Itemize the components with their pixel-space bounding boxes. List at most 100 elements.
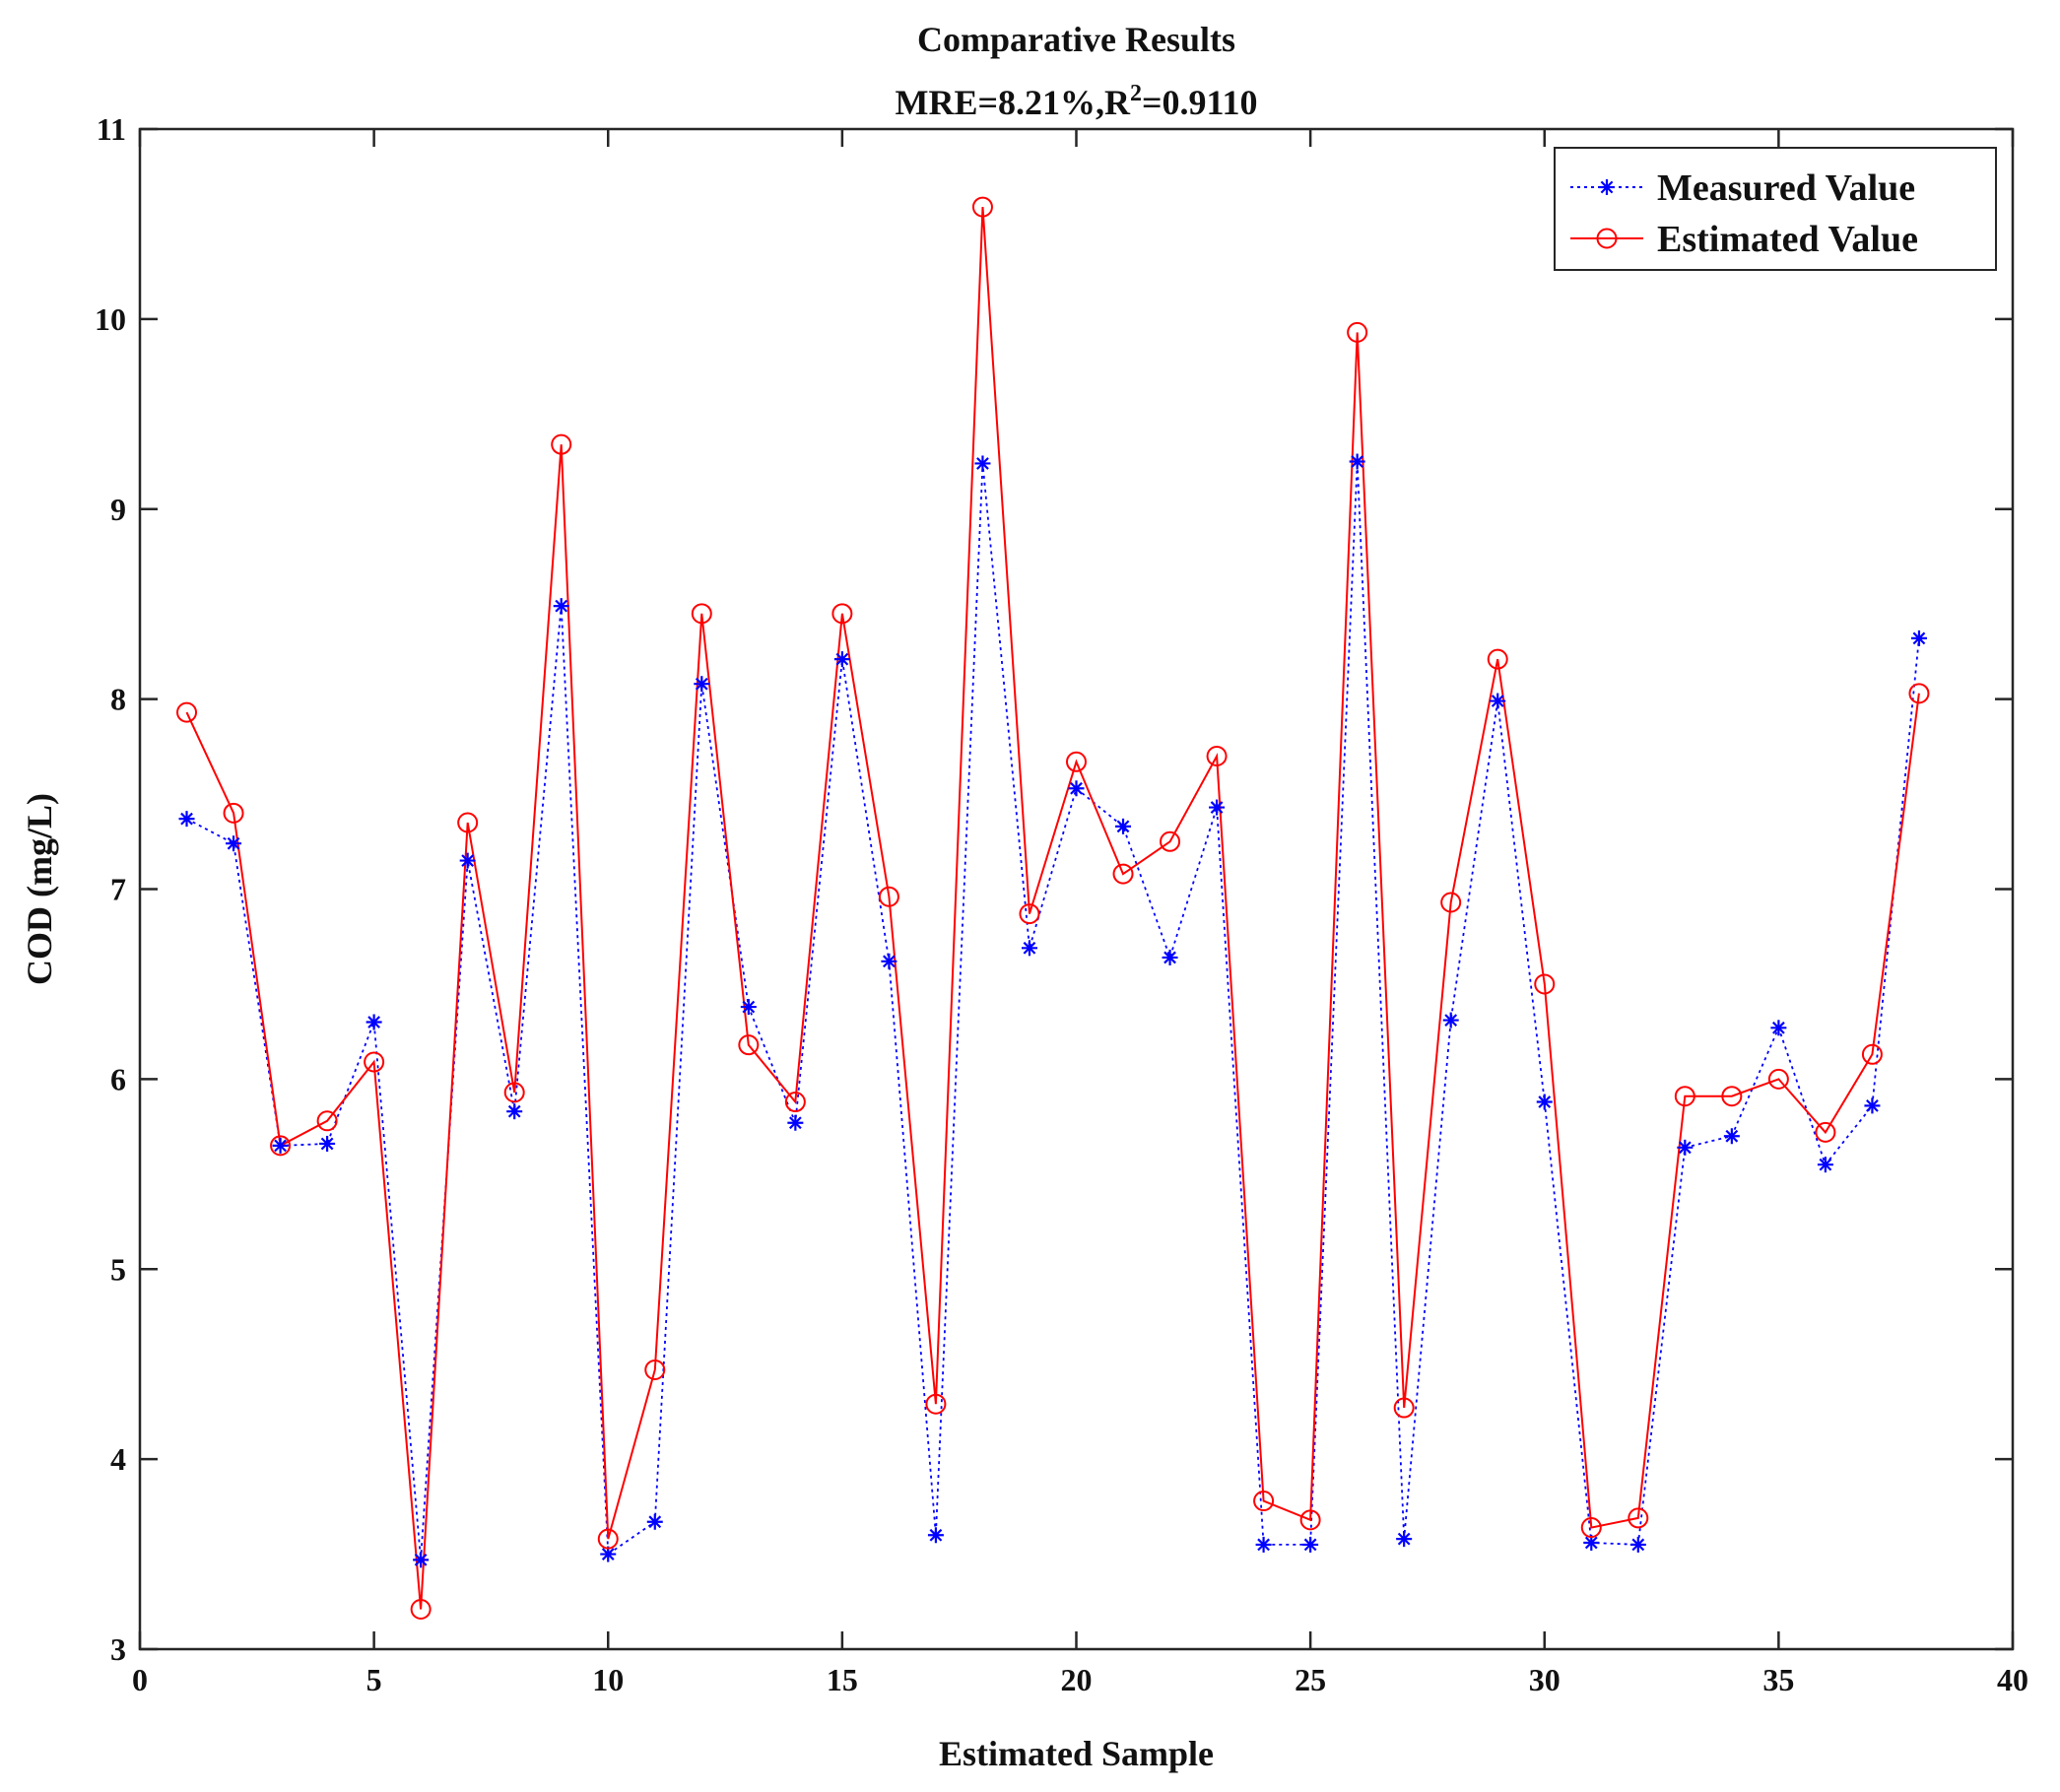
measured-point [694,676,710,693]
measured-point [646,1513,663,1530]
y-tick-label: 6 [110,1061,126,1096]
measured-point [974,455,991,472]
x-tick-label: 15 [827,1662,858,1697]
x-tick-label: 20 [1061,1662,1093,1697]
legend-box [1554,147,1997,271]
estimated-point [1908,683,1930,704]
estimated-point [1721,1086,1743,1107]
estimated-point [1674,1086,1695,1107]
estimated-point [597,1528,619,1550]
estimated-point [1393,1397,1415,1419]
x-tick-label: 40 [1997,1662,2028,1697]
measured-point [1021,940,1037,957]
x-tick-label: 5 [366,1662,382,1697]
estimated-point [1299,1509,1321,1531]
subtitle-superscript: 2 [1130,81,1142,106]
measured-point [1536,1094,1553,1110]
measured-point [1396,1531,1413,1548]
y-tick-label: 4 [110,1441,126,1477]
estimated-point [1206,745,1228,766]
measured-point [506,1103,523,1120]
estimated-point [176,701,198,723]
measured-point [881,953,897,969]
estimated-point [1580,1517,1602,1539]
x-tick-label: 0 [132,1662,148,1697]
estimated-point [1534,973,1556,995]
measured-point [319,1135,336,1152]
measured-point [1723,1128,1740,1145]
measured-point [1677,1139,1694,1156]
estimated-point [925,1393,947,1415]
measured-point [1162,949,1178,965]
y-tick-label: 8 [110,682,126,717]
estimated-point [644,1359,666,1380]
chart-title: Comparative Results [917,20,1235,59]
estimated-point [1767,1068,1789,1090]
x-tick-label: 30 [1529,1662,1561,1697]
legend-marker-circle [1596,228,1618,249]
x-axis-label: Estimated Sample [939,1734,1214,1773]
legend-marker-asterisk [1599,179,1615,195]
estimated-point [1487,648,1508,670]
estimated-point [1861,1043,1883,1065]
estimated-point [503,1082,525,1103]
y-axis-label: COD (mg/L) [20,793,59,985]
measured-point [1583,1534,1600,1551]
legend: Measured Value Estimated Value [1554,147,1997,271]
measured-point [272,1137,289,1154]
estimated-point [551,433,572,455]
measured-point [1209,799,1226,816]
measured-point [1864,1097,1881,1114]
estimated-point [1019,903,1040,925]
subtitle-suffix: =0.9110 [1142,83,1258,122]
estimated-point [1253,1491,1275,1512]
estimated-point [831,603,853,625]
estimated-point [738,1034,760,1056]
estimated-point [878,886,899,907]
plot-area [138,127,2015,1651]
measured-point [1770,1020,1787,1036]
measured-point [1068,780,1085,797]
estimated-point [1066,751,1087,772]
measured-point [1817,1157,1833,1173]
estimated-point [364,1051,385,1073]
measured-point [226,835,242,852]
measured-point [365,1014,382,1030]
x-tick-label: 10 [592,1662,624,1697]
estimated-point [691,603,712,625]
y-tick-label: 3 [110,1631,126,1667]
x-tick-label: 35 [1762,1662,1794,1697]
measured-point [787,1114,804,1131]
series-line-estimated [185,207,1920,1610]
measured-point [413,1552,430,1568]
estimated-point [784,1092,806,1113]
estimated-point [316,1110,338,1132]
measured-point [1490,693,1506,709]
plot-frame [138,127,2015,1651]
axis-ticks: 0 5 10 15 20 25 30 35 40 3 4 5 6 7 8 9 10 11 [95,111,2028,1697]
measured-point [927,1527,944,1544]
estimated-point [1347,321,1368,343]
measured-point [1255,1536,1272,1553]
series-layer [176,196,1930,1620]
legend-label: Measured Value [1657,167,1915,209]
estimated-point [1112,863,1134,885]
estimated-point [1440,892,1462,913]
measured-point [1349,453,1365,470]
y-tick-label: 5 [110,1251,126,1287]
measured-point [178,811,195,828]
estimated-point [457,812,479,833]
y-tick-label: 11 [97,111,126,147]
measured-point [1629,1536,1646,1553]
x-tick-label: 25 [1295,1662,1326,1697]
y-tick-label: 7 [110,872,126,907]
subtitle-prefix: MRE=8.21%,R [895,83,1131,122]
measured-point [553,598,569,615]
legend-label: Estimated Value [1657,219,1918,260]
estimated-point [270,1135,292,1157]
measured-point [1442,1012,1459,1029]
y-tick-label: 10 [95,301,126,337]
estimated-point [1160,830,1181,852]
y-tick-label: 9 [110,492,126,527]
measured-point [1910,630,1927,646]
